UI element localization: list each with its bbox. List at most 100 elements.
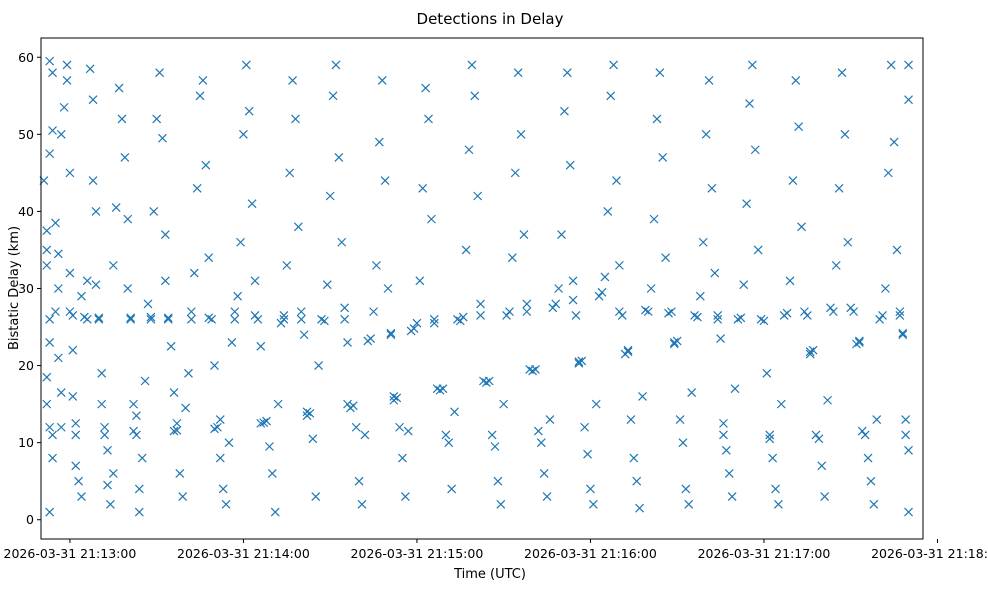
detection-marker <box>617 311 627 320</box>
detection-marker <box>134 507 144 517</box>
detection-marker <box>513 68 523 78</box>
detection-marker <box>108 260 118 270</box>
detection-marker <box>56 422 66 432</box>
detection-marker <box>400 492 410 502</box>
detection-marker <box>750 145 760 155</box>
detection-marker <box>658 153 668 162</box>
detection-marker <box>415 276 425 286</box>
detection-marker <box>77 492 86 502</box>
detection-marker <box>554 284 564 293</box>
detection-marker <box>293 222 303 232</box>
detection-marker <box>360 430 370 440</box>
detection-marker <box>108 469 118 478</box>
detection-marker <box>186 307 196 317</box>
detection-marker <box>241 60 251 70</box>
detection-marker <box>640 305 650 315</box>
detection-marker <box>681 484 691 494</box>
detection-marker <box>123 284 133 293</box>
detection-marker <box>684 499 694 509</box>
detection-marker <box>614 307 624 317</box>
detection-marker <box>452 314 462 324</box>
detection-marker <box>441 430 451 440</box>
detection-marker <box>652 114 662 124</box>
detection-marker <box>65 168 75 178</box>
detection-marker <box>583 449 592 459</box>
detection-marker <box>849 307 859 317</box>
detection-marker <box>776 399 786 409</box>
detection-marker <box>195 91 205 101</box>
detection-marker <box>383 284 393 293</box>
detection-marker <box>539 469 549 478</box>
detection-marker <box>354 476 364 486</box>
detection-marker <box>56 388 66 397</box>
detection-marker <box>71 418 81 428</box>
detection-marker <box>768 453 778 463</box>
detection-marker <box>207 314 217 324</box>
detection-marker <box>77 291 86 301</box>
detection-marker <box>490 442 500 451</box>
detection-marker <box>256 418 266 428</box>
detection-marker <box>843 237 853 247</box>
plot-area <box>41 38 923 539</box>
detection-marker <box>484 376 494 386</box>
detection-marker <box>244 106 254 116</box>
detection-marker <box>609 60 619 70</box>
detection-marker <box>163 314 173 324</box>
detection-marker <box>51 307 60 317</box>
detection-marker <box>773 499 783 509</box>
detection-marker <box>343 338 352 347</box>
detection-marker <box>719 430 728 440</box>
detection-marker <box>340 303 350 313</box>
detection-marker <box>62 75 72 85</box>
detection-marker <box>467 60 477 70</box>
detection-marker <box>666 307 676 317</box>
detection-marker <box>380 176 390 186</box>
detection-marker <box>493 476 503 486</box>
detection-marker <box>805 349 815 359</box>
detection-marker <box>837 68 847 78</box>
detection-marker <box>753 245 763 255</box>
detection-marker <box>250 276 260 286</box>
detection-marker <box>273 399 283 409</box>
x-tick-label: 2026-03-31 21:18:00 <box>871 546 988 561</box>
detection-marker <box>612 176 621 186</box>
detection-marker <box>643 307 653 317</box>
detection-marker <box>629 453 639 463</box>
detection-marker <box>343 399 352 409</box>
detection-marker <box>53 353 63 363</box>
detection-marker <box>719 418 728 428</box>
detection-marker <box>372 260 381 270</box>
detection-marker <box>386 330 396 340</box>
detection-marker <box>765 430 775 440</box>
detection-marker <box>510 168 520 178</box>
detection-marker <box>45 149 55 159</box>
detection-marker <box>192 183 202 193</box>
detection-marker <box>904 445 913 455</box>
detection-marker <box>727 492 737 502</box>
detection-marker <box>227 338 237 347</box>
detection-marker <box>305 408 315 418</box>
detection-marker <box>328 91 338 101</box>
detection-marker <box>82 276 92 286</box>
x-tick-label: 2026-03-31 21:16:00 <box>524 546 657 561</box>
detection-marker <box>421 83 431 93</box>
detection-marker <box>97 399 107 409</box>
detection-marker <box>690 311 699 320</box>
detection-marker <box>218 484 228 494</box>
detection-marker <box>42 260 52 270</box>
detection-marker <box>458 312 468 322</box>
detection-marker <box>672 336 682 346</box>
detection-marker <box>814 434 824 444</box>
detection-marker <box>53 249 63 259</box>
detection-marker <box>129 426 138 436</box>
detection-marker <box>866 476 876 486</box>
detection-marker <box>348 401 358 411</box>
detection-marker <box>169 426 179 436</box>
detection-marker <box>155 68 164 78</box>
detection-marker <box>160 276 170 286</box>
detection-marker <box>542 492 552 502</box>
detection-marker <box>62 60 72 70</box>
detection-marker <box>591 399 601 409</box>
detection-marker <box>623 347 633 357</box>
